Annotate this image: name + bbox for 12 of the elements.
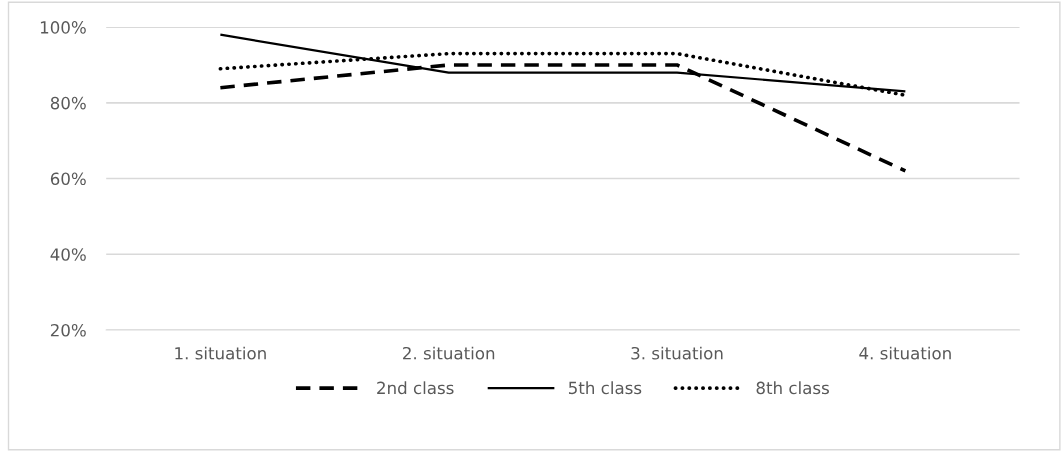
x-tick-label: 4. situation xyxy=(859,346,951,360)
y-tick-label: 40% xyxy=(50,248,86,261)
legend-label: 2nd class xyxy=(377,381,454,395)
x-tick-label: 2. situation xyxy=(403,346,495,360)
y-tick-label: 100% xyxy=(40,21,86,34)
x-tick-label: 3. situation xyxy=(631,346,723,360)
legend-label: 8th class xyxy=(756,381,829,395)
legend-label: 5th class xyxy=(568,381,642,395)
y-tick-label: 20% xyxy=(50,323,86,337)
y-tick-label: 80% xyxy=(50,96,86,110)
x-tick-label: 1. situation xyxy=(175,346,266,360)
y-tick-label: 60% xyxy=(50,172,86,186)
